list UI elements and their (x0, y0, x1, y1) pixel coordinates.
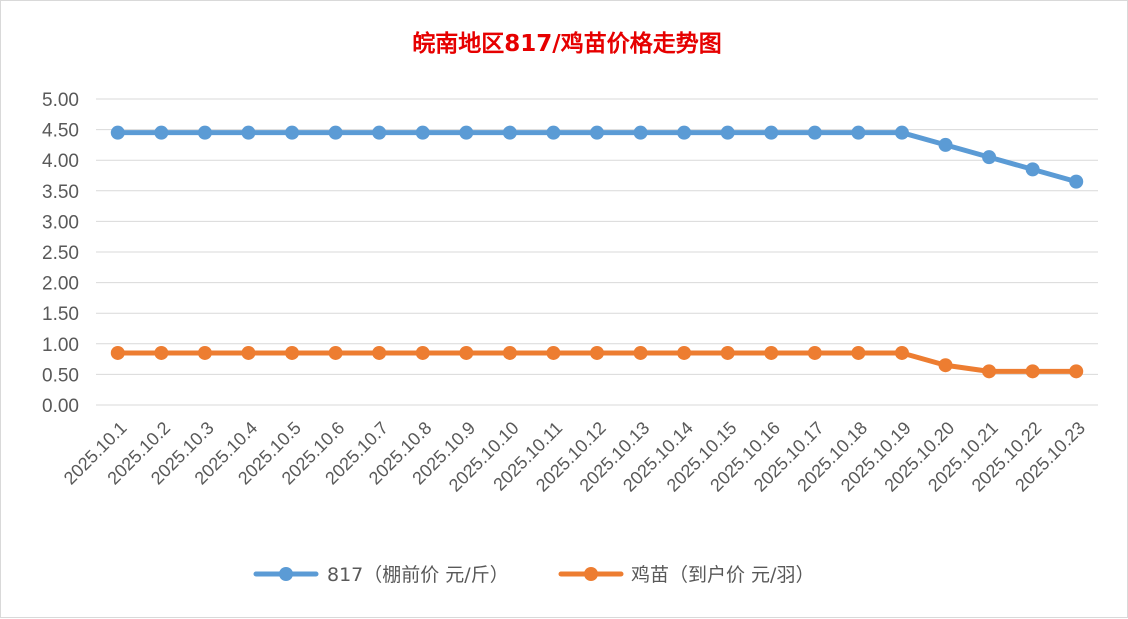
series-2 (110, 345, 1084, 379)
legend-item: 817（棚前价 元/斤） (253, 564, 509, 586)
y-tick-label: 3.50 (42, 182, 79, 203)
data-point (633, 345, 648, 360)
y-tick-label: 0.50 (42, 365, 79, 386)
data-point (590, 125, 604, 140)
series-line (115, 130, 1079, 185)
y-tick-label: 5.00 (42, 90, 79, 111)
data-point (894, 345, 909, 360)
data-point (459, 345, 474, 360)
y-tick-label: 1.00 (42, 335, 79, 356)
data-point (285, 345, 300, 360)
series-1 (110, 125, 1084, 189)
data-point (285, 125, 300, 140)
data-point (110, 345, 125, 360)
data-point (372, 125, 387, 140)
data-point (197, 125, 212, 140)
data-point (502, 345, 517, 360)
data-point (894, 125, 909, 140)
data-point (328, 125, 343, 140)
x-axis-ticks: 2025.10.12025.10.22025.10.32025.10.42025… (60, 418, 1089, 496)
data-point (590, 345, 604, 360)
data-point (764, 125, 779, 140)
legend-swatch-marker (584, 567, 598, 581)
data-point (720, 345, 735, 360)
legend-label: 817（棚前价 元/斤） (327, 564, 509, 586)
y-tick-label: 1.50 (42, 304, 79, 325)
y-tick-label: 2.00 (42, 274, 79, 295)
data-point (154, 125, 169, 140)
data-point (459, 125, 474, 140)
legend-item: 鸡苗（到户价 元/羽） (558, 564, 814, 586)
data-point (938, 137, 953, 152)
legend-swatch-marker (279, 567, 293, 581)
data-point (546, 125, 561, 140)
data-point (1069, 364, 1084, 379)
data-point (982, 364, 997, 379)
data-point (720, 125, 735, 140)
y-tick-label: 0.00 (42, 396, 79, 417)
data-point (154, 345, 169, 360)
data-point (241, 345, 256, 360)
y-axis-ticks: 0.00 0.50 1.00 1.50 2.00 2.50 3.00 3.50 4.00 4.50… (42, 90, 79, 417)
data-point (938, 358, 953, 373)
series-lines (110, 125, 1084, 379)
data-point (415, 125, 430, 140)
data-point (982, 150, 997, 165)
data-point (677, 345, 692, 360)
data-point (546, 345, 561, 360)
data-point (851, 125, 866, 140)
y-tick-label: 3.00 (42, 212, 79, 233)
data-point (241, 125, 256, 140)
data-point (110, 125, 125, 140)
chart-title: 皖南地区817/鸡苗价格走势图 (412, 30, 721, 57)
y-tick-label: 4.50 (42, 121, 79, 142)
y-tick-label: 2.50 (42, 243, 79, 264)
data-point (328, 345, 343, 360)
data-point (1025, 364, 1040, 379)
data-point (1069, 174, 1084, 189)
gridlines (96, 98, 1098, 406)
data-point (807, 345, 822, 360)
data-point (807, 125, 822, 140)
data-point (197, 345, 212, 360)
legend-label: 鸡苗（到户价 元/羽） (631, 564, 814, 586)
data-point (415, 345, 430, 360)
data-point (677, 125, 692, 140)
legend: 817（棚前价 元/斤） 鸡苗（到户价 元/羽） (253, 564, 814, 586)
data-point (372, 345, 387, 360)
data-point (851, 345, 866, 360)
data-point (1025, 162, 1040, 177)
y-tick-label: 4.00 (42, 151, 79, 172)
data-point (502, 125, 517, 140)
data-point (633, 125, 648, 140)
data-point (764, 345, 779, 360)
